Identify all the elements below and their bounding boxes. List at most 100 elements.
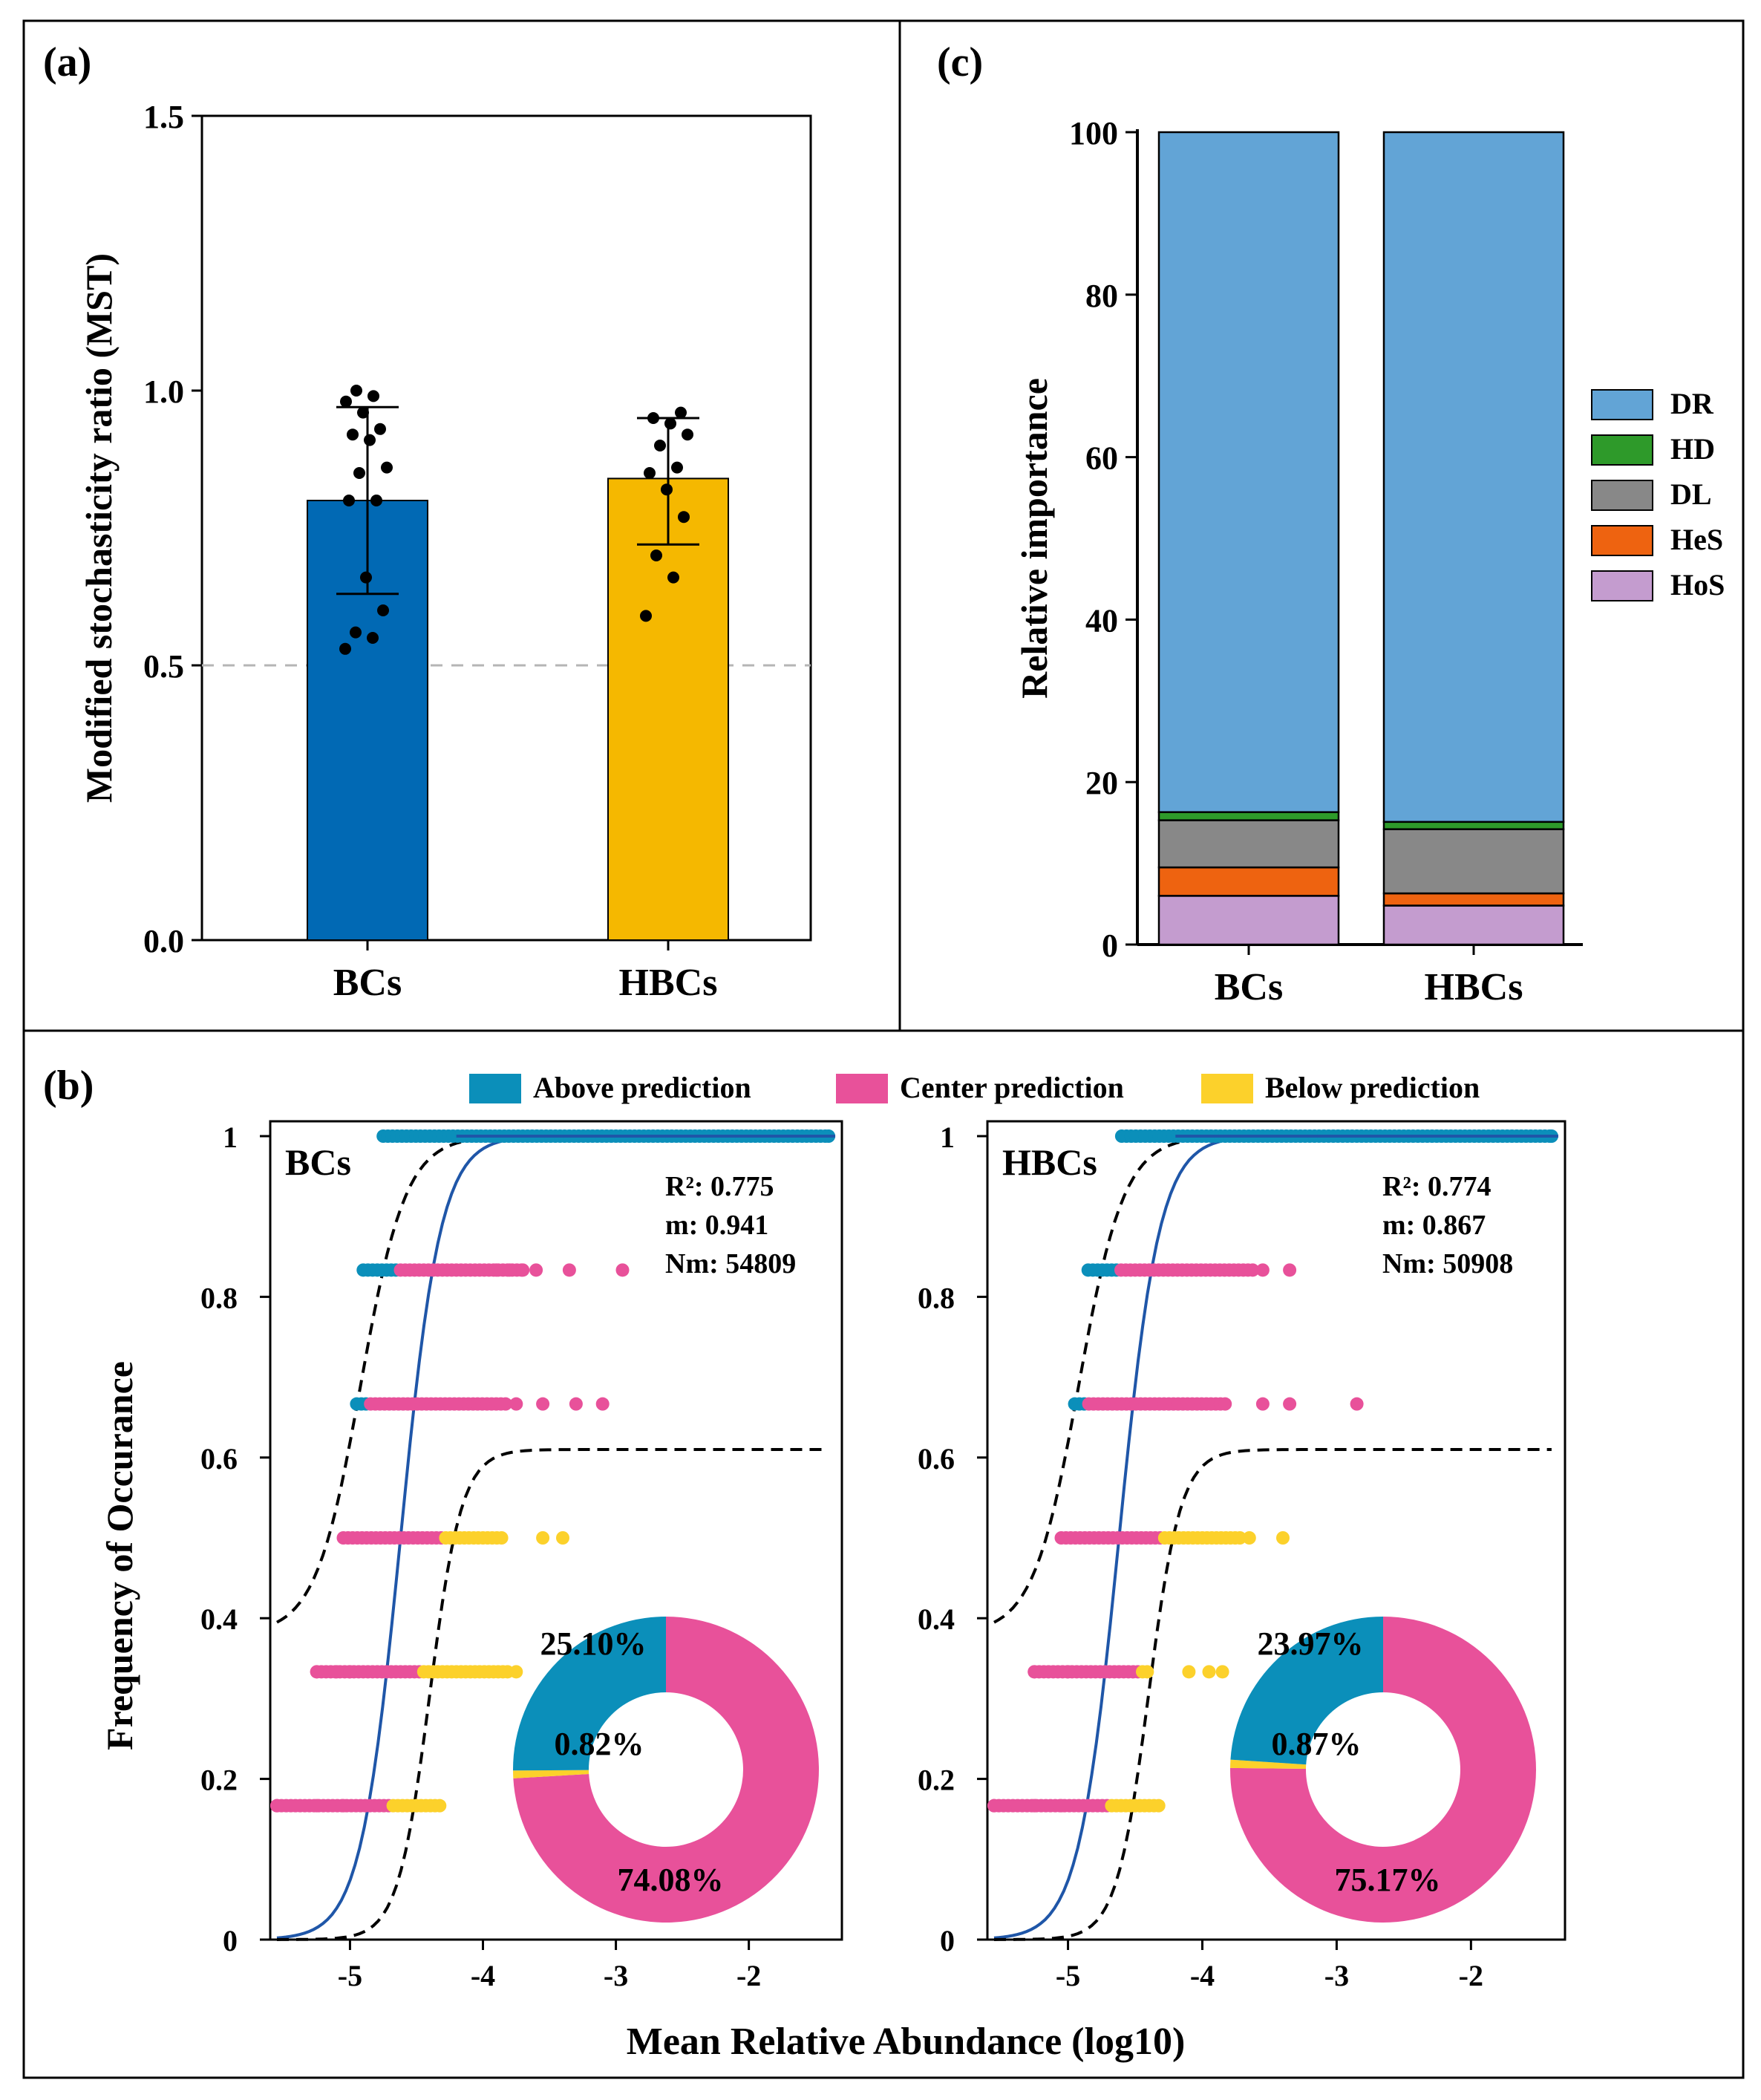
data-point <box>330 1665 344 1679</box>
data-point <box>367 390 379 402</box>
data-point <box>1215 1665 1229 1679</box>
y-axis-label: Modified stochasticity ratio (MST) <box>78 253 120 803</box>
y-tick-label: 0 <box>940 1924 955 1957</box>
data-point <box>1255 1397 1270 1411</box>
data-point <box>509 1665 523 1679</box>
data-point <box>1218 1397 1232 1411</box>
fit-stat: m: 0.867 <box>1382 1210 1486 1241</box>
donut-slice <box>1230 1759 1307 1769</box>
group-label: BCs <box>285 1141 351 1183</box>
bar-segment-hes <box>1157 866 1340 897</box>
fit-stat: Nm: 50908 <box>1382 1248 1513 1279</box>
data-point <box>682 428 693 441</box>
legend-swatch <box>1591 570 1653 601</box>
data-point <box>516 1263 530 1277</box>
y-tick-label: 0.4 <box>200 1602 238 1636</box>
data-point <box>1202 1665 1216 1679</box>
data-point <box>494 1531 509 1545</box>
data-point <box>556 1531 569 1545</box>
data-point <box>433 1799 447 1813</box>
y-tick-label: 0.4 <box>918 1602 955 1636</box>
data-point <box>370 495 382 506</box>
data-point <box>640 610 652 622</box>
data-point <box>1027 1665 1042 1679</box>
legend: DR HD DL HeS HoS <box>1591 387 1725 601</box>
x-tick-label: HBCs <box>1425 966 1523 1008</box>
data-point <box>1054 1799 1068 1813</box>
bar-segment-hd <box>1382 821 1565 830</box>
plot-frame <box>986 1120 1566 1941</box>
y-tick-label: 0.6 <box>200 1442 238 1475</box>
fit-stat: R²: 0.774 <box>1382 1171 1492 1202</box>
data-point <box>310 1799 324 1813</box>
scatter-plot-hbcs: 0 0.2 0.4 0.6 0.8 1 -5 -4 -3 -2 HBCs R²: 0.774 m: 0.… <box>918 1120 1566 1992</box>
x-tick-label: BCs <box>333 962 402 1004</box>
data-point <box>664 417 676 430</box>
figure-frame <box>22 19 1745 2079</box>
stacked-bar-chart-c: 0 20 40 60 80 100 BCs HBCs <box>1069 115 1583 1008</box>
data-point <box>1276 1531 1290 1545</box>
y-tick-label: 0 <box>1102 927 1118 964</box>
donut-label: 23.97% <box>1258 1625 1364 1662</box>
y-tick-label: 40 <box>1085 602 1118 639</box>
data-point <box>377 604 389 616</box>
data-point <box>1182 1665 1196 1679</box>
y-tick-label: 0.5 <box>143 648 184 685</box>
data-point <box>357 406 369 419</box>
plot-frame <box>269 1120 843 1941</box>
y-tick-label: 0.2 <box>918 1764 955 1797</box>
data-point <box>503 1263 517 1277</box>
y-tick-label: 1 <box>940 1121 955 1154</box>
x-tick-label: -2 <box>1459 1959 1483 1992</box>
data-point <box>569 1397 583 1411</box>
donut-label: 0.87% <box>1272 1726 1362 1762</box>
data-point <box>987 1799 1001 1813</box>
panel-b-label: (b) <box>43 1063 94 1109</box>
legend-swatch <box>1591 525 1653 556</box>
data-point <box>1246 1263 1260 1277</box>
data-point <box>1233 1531 1247 1545</box>
data-point <box>1151 1799 1166 1813</box>
neutral-model-plots: 0 0.2 0.4 0.6 0.8 1 -5 -4 -3 -2 BCs R²: 0.775 m: 0.9… <box>200 1120 1566 1992</box>
x-tick-label: -5 <box>338 1959 362 1992</box>
legend-swatch <box>1591 480 1653 511</box>
x-axis-label: Mean Relative Abundance (log10) <box>627 2021 1186 2063</box>
legend-label: HoS <box>1670 568 1725 601</box>
y-axis-label: Frequency of Occurance <box>99 1361 140 1750</box>
fit-stat: Nm: 54809 <box>665 1248 796 1279</box>
y-tick-label: 20 <box>1085 765 1118 801</box>
data-point <box>647 412 659 424</box>
lower-bound-curve <box>993 1448 1552 1941</box>
y-tick-label: 0 <box>223 1924 238 1957</box>
data-point <box>650 550 662 561</box>
panel-a: (a) Modified stochasticity ratio (MST) 0… <box>43 39 812 1004</box>
data-point <box>678 511 690 524</box>
y-tick-label: 0.8 <box>200 1281 238 1314</box>
data-point <box>364 434 376 446</box>
data-point <box>347 428 359 441</box>
bar <box>607 477 729 941</box>
bar-segment-dl <box>1157 819 1340 869</box>
legend: Above prediction Center prediction Below p… <box>469 1071 1480 1104</box>
donut-label: 0.82% <box>555 1726 644 1762</box>
data-point <box>489 1263 503 1277</box>
data-point <box>353 467 365 479</box>
bar-segment-dr <box>1157 131 1340 813</box>
data-point <box>675 406 687 419</box>
data-point <box>536 1397 550 1411</box>
fit-stat: R²: 0.775 <box>665 1171 774 1202</box>
bar-segment-hd <box>1157 811 1340 821</box>
donut-label: 25.10% <box>540 1625 647 1662</box>
data-point <box>1283 1397 1297 1411</box>
data-point <box>562 1263 576 1277</box>
scatter-plot-bcs: 0 0.2 0.4 0.6 0.8 1 -5 -4 -3 -2 BCs R²: 0.775 m: 0.9… <box>200 1120 843 1992</box>
data-point <box>615 1263 630 1277</box>
data-point <box>1140 1665 1154 1679</box>
panel-c-label: (c) <box>937 39 983 85</box>
data-point <box>270 1799 284 1813</box>
x-tick-label: -2 <box>736 1959 761 1992</box>
data-point <box>644 467 656 479</box>
x-tick-label: -4 <box>1190 1959 1215 1992</box>
y-tick-label: 0.6 <box>918 1442 955 1475</box>
